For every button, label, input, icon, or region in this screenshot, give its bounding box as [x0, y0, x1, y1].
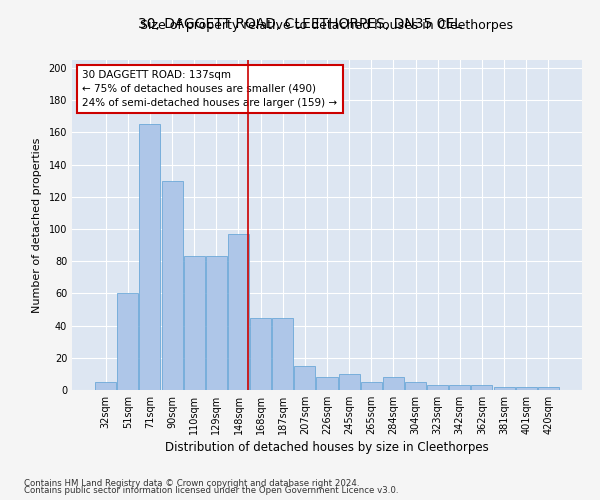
- Bar: [161, 180, 182, 390]
- Bar: [228, 234, 249, 390]
- X-axis label: Distribution of detached houses by size in Cleethorpes: Distribution of detached houses by size …: [165, 441, 489, 454]
- Bar: [383, 377, 404, 390]
- Text: Contains HM Land Registry data © Crown copyright and database right 2024.: Contains HM Land Registry data © Crown c…: [24, 478, 359, 488]
- Y-axis label: Number of detached properties: Number of detached properties: [32, 138, 41, 312]
- Bar: [95, 382, 116, 390]
- Bar: [250, 318, 271, 390]
- Bar: [316, 377, 338, 390]
- Bar: [405, 382, 426, 390]
- Title: Size of property relative to detached houses in Cleethorpes: Size of property relative to detached ho…: [140, 20, 514, 32]
- Bar: [449, 385, 470, 390]
- Bar: [494, 387, 515, 390]
- Bar: [338, 374, 359, 390]
- Bar: [361, 382, 382, 390]
- Bar: [272, 318, 293, 390]
- Bar: [538, 387, 559, 390]
- Bar: [472, 385, 493, 390]
- Bar: [118, 294, 139, 390]
- Text: 30, DAGGETT ROAD, CLEETHORPES, DN35 0EL: 30, DAGGETT ROAD, CLEETHORPES, DN35 0EL: [138, 18, 462, 32]
- Text: Contains public sector information licensed under the Open Government Licence v3: Contains public sector information licen…: [24, 486, 398, 495]
- Bar: [206, 256, 227, 390]
- Bar: [139, 124, 160, 390]
- Bar: [184, 256, 205, 390]
- Bar: [515, 387, 536, 390]
- Bar: [295, 366, 316, 390]
- Text: 30 DAGGETT ROAD: 137sqm
← 75% of detached houses are smaller (490)
24% of semi-d: 30 DAGGETT ROAD: 137sqm ← 75% of detache…: [82, 70, 337, 108]
- Bar: [427, 385, 448, 390]
